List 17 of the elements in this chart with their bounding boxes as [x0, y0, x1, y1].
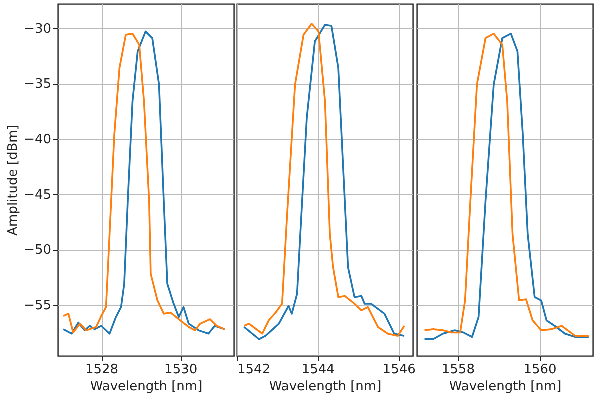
x-axis-title: Wavelength [nm]	[269, 380, 382, 394]
y-tick-label: −50	[24, 243, 52, 258]
x-tick-label: 1528	[85, 362, 119, 378]
x-tick-label: 1542	[238, 362, 271, 378]
y-axis-title: Amplitude [dBm]	[6, 125, 22, 236]
x-axis-title: Wavelength [nm]	[449, 380, 562, 394]
x-axis-title: Wavelength [nm]	[90, 380, 203, 394]
y-tick-label: −45	[24, 188, 52, 203]
x-tick-label: 1544	[302, 362, 335, 378]
x-tick-label: 1546	[382, 362, 416, 378]
y-tick-label: −35	[24, 77, 52, 92]
y-tick-label: −55	[24, 298, 52, 314]
y-tick-label: −30	[24, 22, 52, 37]
x-tick-label: 1558	[442, 362, 475, 378]
x-tick-label: 1560	[524, 362, 557, 378]
x-tick-label: 1530	[164, 362, 198, 378]
y-tick-label: −40	[24, 132, 52, 148]
